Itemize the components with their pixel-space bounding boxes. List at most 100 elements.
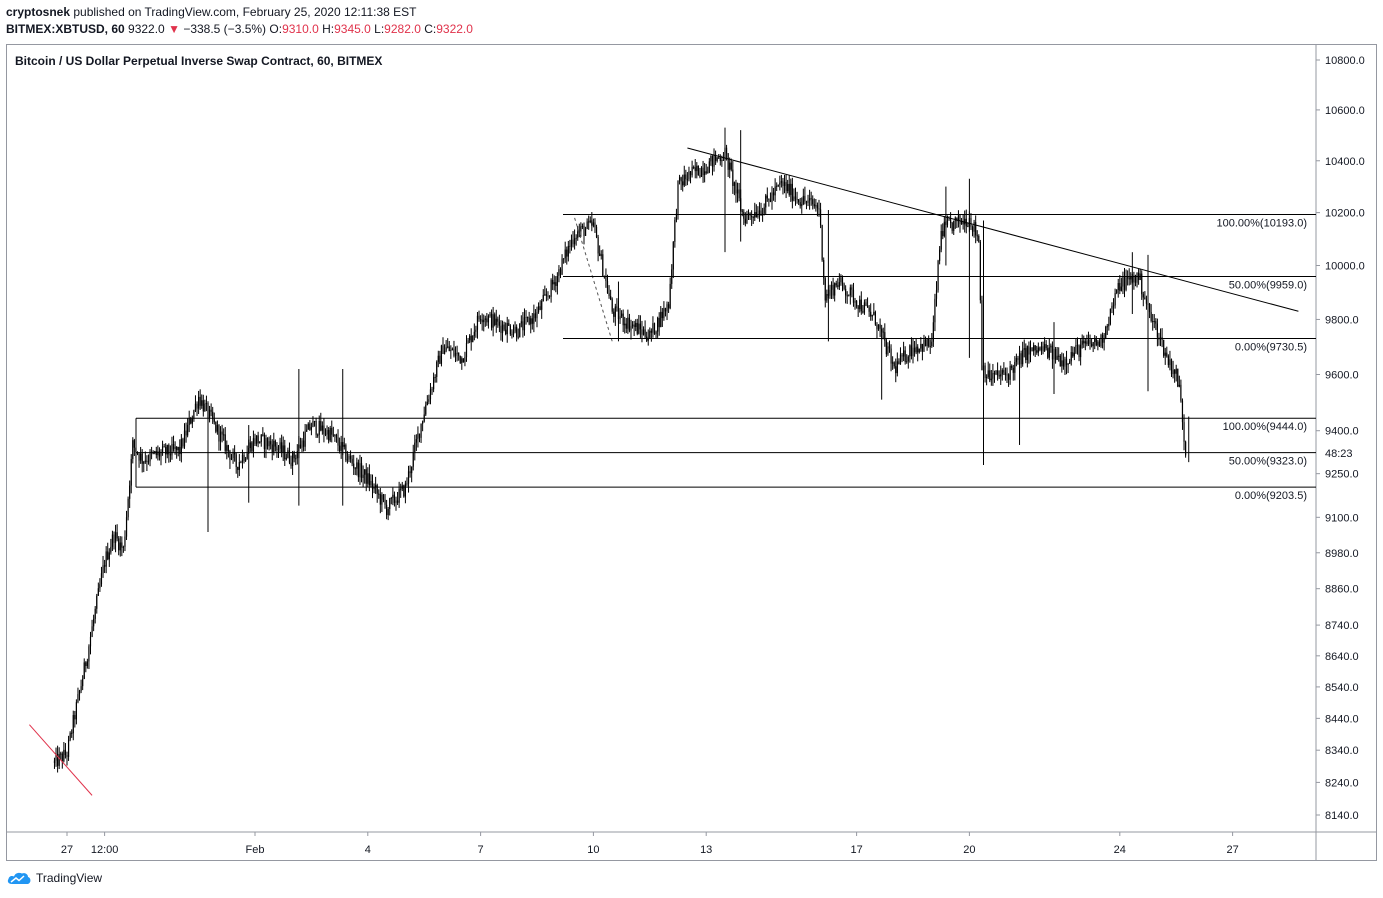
candle-body bbox=[707, 172, 709, 174]
candle-body bbox=[1080, 344, 1082, 358]
candle-body bbox=[606, 280, 609, 294]
trend-line bbox=[687, 147, 1299, 312]
candle-body bbox=[860, 299, 862, 312]
candle-body bbox=[1094, 338, 1096, 343]
candle-body bbox=[666, 304, 668, 312]
candle-body bbox=[125, 517, 128, 537]
candle-body bbox=[946, 220, 949, 225]
candle-body bbox=[1097, 341, 1099, 346]
candle-body bbox=[406, 483, 408, 485]
candle-body bbox=[202, 400, 204, 412]
candle-body bbox=[434, 376, 436, 378]
candle-body bbox=[1142, 294, 1144, 298]
candle-body bbox=[564, 249, 566, 259]
candle-body bbox=[962, 221, 964, 225]
candle-body bbox=[172, 444, 175, 449]
candle-body bbox=[107, 551, 109, 560]
candle-body bbox=[208, 409, 211, 418]
candle-body bbox=[88, 646, 90, 662]
candle-body bbox=[959, 215, 961, 224]
candle-body bbox=[472, 335, 474, 343]
candle-body bbox=[1134, 275, 1137, 283]
candle-body bbox=[379, 494, 381, 505]
candle-body bbox=[161, 446, 164, 453]
candle-body bbox=[312, 421, 314, 428]
candle-body bbox=[1091, 343, 1093, 347]
candle-body bbox=[624, 323, 626, 326]
candle-body bbox=[710, 155, 712, 162]
candle-body bbox=[915, 346, 917, 353]
candle-body bbox=[1152, 321, 1154, 323]
candle-body bbox=[1084, 341, 1086, 344]
candle-body bbox=[205, 403, 208, 405]
candle-body bbox=[158, 451, 161, 457]
candle-body bbox=[561, 258, 563, 275]
candle-body bbox=[1163, 339, 1165, 356]
author-name[interactable]: cryptosnek bbox=[6, 5, 71, 19]
candle-body bbox=[896, 361, 898, 374]
candle-body bbox=[733, 182, 735, 186]
candle-body bbox=[644, 329, 646, 337]
y-tick-label: 9250.0 bbox=[1325, 469, 1359, 481]
candle-body bbox=[191, 418, 193, 424]
candle-body bbox=[649, 330, 651, 338]
candle-body bbox=[266, 438, 269, 447]
candle-body bbox=[407, 471, 410, 484]
candle-body bbox=[315, 421, 317, 435]
candle-body bbox=[1169, 359, 1171, 366]
candle-body bbox=[307, 423, 309, 430]
candle-body bbox=[818, 208, 820, 210]
candle-body bbox=[970, 218, 972, 227]
candle-body bbox=[929, 346, 931, 348]
candle-body bbox=[454, 353, 457, 356]
y-tick-label: 8140.0 bbox=[1325, 810, 1359, 822]
candle-body bbox=[512, 331, 515, 335]
candle-body bbox=[171, 444, 173, 456]
candle-body bbox=[1183, 422, 1185, 442]
candle-body bbox=[622, 313, 624, 326]
candle-body bbox=[1087, 339, 1090, 345]
candle-body bbox=[1011, 365, 1013, 368]
candle-body bbox=[132, 440, 134, 459]
candle-body bbox=[580, 226, 582, 232]
candle-body bbox=[234, 452, 236, 455]
candle-body bbox=[691, 166, 693, 176]
candle-body bbox=[989, 370, 991, 381]
x-tick-label: 24 bbox=[1114, 844, 1126, 856]
candle-body bbox=[456, 352, 458, 354]
candle-body bbox=[122, 546, 124, 548]
candle-body bbox=[1185, 441, 1187, 456]
candle-body bbox=[1153, 321, 1155, 323]
candle-body bbox=[360, 463, 363, 478]
candle-body bbox=[268, 441, 270, 447]
candle-body bbox=[263, 434, 265, 450]
low-label: L: bbox=[374, 22, 385, 36]
candle-body bbox=[633, 324, 635, 328]
footer[interactable]: TradingView bbox=[6, 871, 102, 885]
candle-body bbox=[1133, 275, 1135, 283]
high-value: 9345.0 bbox=[334, 22, 371, 36]
candle-body bbox=[296, 451, 298, 459]
candle-body bbox=[863, 302, 866, 313]
candle-body bbox=[835, 283, 837, 286]
candle-body bbox=[658, 317, 660, 328]
candle-body bbox=[801, 204, 803, 207]
candle-body bbox=[846, 295, 848, 297]
candle-body bbox=[124, 536, 126, 547]
candle-body bbox=[838, 282, 840, 287]
candle-body bbox=[83, 662, 85, 679]
candle-body bbox=[1020, 353, 1022, 365]
candle-body bbox=[514, 326, 516, 332]
candle-body bbox=[575, 237, 577, 239]
candle-body bbox=[553, 282, 555, 285]
y-axis: 10800.0 10600.0 10400.0 10200.0 10000.0 9800.… bbox=[1316, 55, 1365, 822]
candle-body bbox=[392, 494, 394, 498]
candle-body bbox=[752, 216, 754, 218]
candle-body bbox=[346, 459, 349, 461]
candle-body bbox=[774, 186, 776, 196]
candle-body bbox=[1156, 323, 1158, 338]
candle-body bbox=[657, 317, 659, 332]
candle-body bbox=[367, 473, 369, 484]
candle-body bbox=[404, 483, 406, 497]
